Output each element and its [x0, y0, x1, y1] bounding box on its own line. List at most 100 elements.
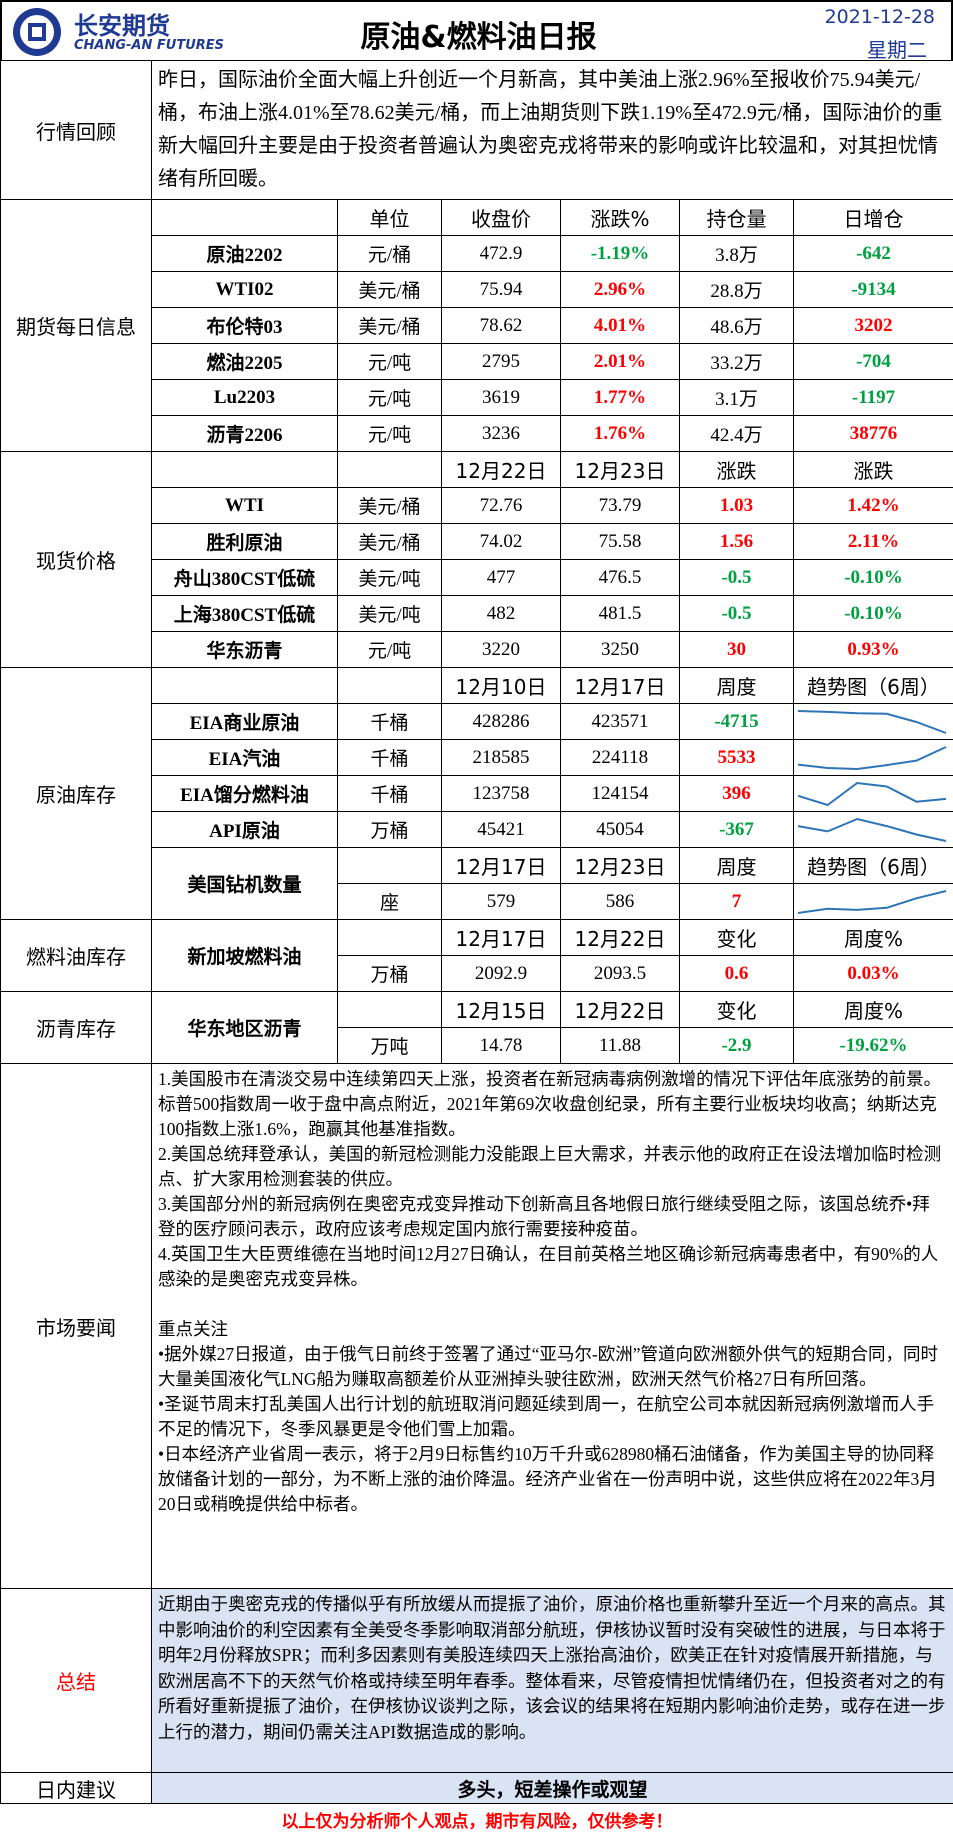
- column-header: 周度: [680, 848, 794, 884]
- column-header: 12月17日: [442, 920, 561, 956]
- trend-chart: [794, 706, 950, 738]
- report-header: 长安期货 CHANG-AN FUTURES 原油&燃料油日报 2021-12-2…: [0, 0, 953, 60]
- section-label: 市场要闻: [1, 1064, 152, 1589]
- table-cell: 座: [338, 884, 442, 920]
- column-header: 周度%: [794, 920, 953, 956]
- table-cell: 124154: [561, 776, 680, 812]
- focus-item: •日本经济产业省周一表示，将于2月9日标售约10万千升或628980桶石油储备，…: [158, 1442, 947, 1517]
- summary-text: 近期由于奥密克戎的传播似乎有所放缓从而提振了油价，原油价格也重新攀升至近一个月来…: [152, 1589, 953, 1773]
- table-cell: 万桶: [338, 956, 442, 992]
- section-label: 行情回顾: [1, 61, 152, 200]
- row-name: EIA馏分燃料油: [152, 776, 338, 812]
- table-cell: 美元/吨: [338, 596, 442, 632]
- trend-line: [798, 711, 946, 733]
- blank-header: [338, 992, 442, 1028]
- focus-item: •圣诞节周末打乱美国人出行计划的航班取消问题延续到周一，在航空公司本就因新冠病例…: [158, 1392, 947, 1442]
- table-cell: 45054: [561, 812, 680, 848]
- column-header: 12月17日: [442, 848, 561, 884]
- blank-header: [152, 200, 338, 236]
- disclaimer: 以上仅为分析师个人观点，期市有风险，仅供参考！: [1, 1804, 953, 1836]
- row-name: EIA商业原油: [152, 704, 338, 740]
- column-header: 日增仓: [794, 200, 953, 236]
- trend-chart: [794, 742, 950, 774]
- table-cell: -4715: [680, 704, 794, 740]
- table-cell: 586: [561, 884, 680, 920]
- news-item: 4.英国卫生大臣贾维德在当地时间12月27日确认，在目前英格兰地区确诊新冠病毒患…: [158, 1242, 947, 1292]
- table-cell: 1.56: [680, 524, 794, 560]
- table-cell: 2795: [442, 344, 561, 380]
- table-cell: 28.8万: [680, 272, 794, 308]
- table-cell: 73.79: [561, 488, 680, 524]
- trend-cell: [794, 704, 953, 740]
- table-cell: -2.9: [680, 1028, 794, 1064]
- column-header: 12月10日: [442, 668, 561, 704]
- row-name: 燃油2205: [152, 344, 338, 380]
- table-cell: 3202: [794, 308, 953, 344]
- table-cell: 元/吨: [338, 416, 442, 452]
- table-cell: 美元/桶: [338, 308, 442, 344]
- table-cell: 3.8万: [680, 236, 794, 272]
- news-text: 1.美国股市在清淡交易中连续第四天上涨，投资者在新冠病毒病例激增的情况下评估年底…: [152, 1064, 953, 1589]
- table-row: 总结近期由于奥密克戎的传播似乎有所放缓从而提振了油价，原油价格也重新攀升至近一个…: [1, 1589, 953, 1773]
- table-cell: 元/吨: [338, 344, 442, 380]
- trend-line: [798, 783, 946, 805]
- review-text: 昨日，国际油价全面大幅上升创近一个月新高，其中美油上涨2.96%至报收价75.9…: [152, 61, 953, 200]
- table-cell: 美元/桶: [338, 524, 442, 560]
- section-label: 总结: [1, 1589, 152, 1773]
- report-title: 原油&燃料油日报: [2, 12, 953, 56]
- table-cell: 30: [680, 632, 794, 668]
- column-header: 周度: [680, 668, 794, 704]
- table-cell: 78.62: [442, 308, 561, 344]
- row-name: 华东地区沥青: [152, 992, 338, 1064]
- table-cell: 5533: [680, 740, 794, 776]
- column-header: 周度%: [794, 992, 953, 1028]
- table-cell: 千桶: [338, 776, 442, 812]
- trend-cell: [794, 776, 953, 812]
- table-cell: -0.10%: [794, 596, 953, 632]
- table-cell: -367: [680, 812, 794, 848]
- section-label: 燃料油库存: [1, 920, 152, 992]
- trend-line: [798, 747, 946, 769]
- table-cell: 33.2万: [680, 344, 794, 380]
- section-label: 原油库存: [1, 668, 152, 920]
- blank-header: [152, 452, 338, 488]
- column-header: 12月22日: [561, 920, 680, 956]
- table-cell: -1.19%: [561, 236, 680, 272]
- column-header: 单位: [338, 200, 442, 236]
- table-cell: 75.94: [442, 272, 561, 308]
- table-cell: 美元/桶: [338, 488, 442, 524]
- column-header: 12月23日: [561, 452, 680, 488]
- row-name: WTI: [152, 488, 338, 524]
- section-label: 日内建议: [1, 1773, 152, 1804]
- row-name: 胜利原油: [152, 524, 338, 560]
- table-cell: 2.96%: [561, 272, 680, 308]
- table-cell: 477: [442, 560, 561, 596]
- table-cell: 218585: [442, 740, 561, 776]
- section-label: 现货价格: [1, 452, 152, 668]
- trend-chart: [794, 778, 950, 810]
- section-label: 期货每日信息: [1, 200, 152, 452]
- table-cell: 38776: [794, 416, 953, 452]
- blank-header: [152, 668, 338, 704]
- column-header: 涨跌: [680, 452, 794, 488]
- table-cell: 3236: [442, 416, 561, 452]
- table-cell: 472.9: [442, 236, 561, 272]
- news-item: 2.美国总统拜登承认，美国的新冠检测能力没能跟上巨大需求，并表示他的政府正在设法…: [158, 1142, 947, 1192]
- table-cell: 11.88: [561, 1028, 680, 1064]
- table-cell: 428286: [442, 704, 561, 740]
- trend-line: [798, 891, 946, 913]
- column-header: 12月17日: [561, 668, 680, 704]
- table-cell: 1.42%: [794, 488, 953, 524]
- table-cell: -642: [794, 236, 953, 272]
- row-name: API原油: [152, 812, 338, 848]
- column-header: 涨跌%: [561, 200, 680, 236]
- table-cell: 1.77%: [561, 380, 680, 416]
- table-cell: 2092.9: [442, 956, 561, 992]
- blank-header: [338, 920, 442, 956]
- table-cell: 元/吨: [338, 632, 442, 668]
- table-cell: 476.5: [561, 560, 680, 596]
